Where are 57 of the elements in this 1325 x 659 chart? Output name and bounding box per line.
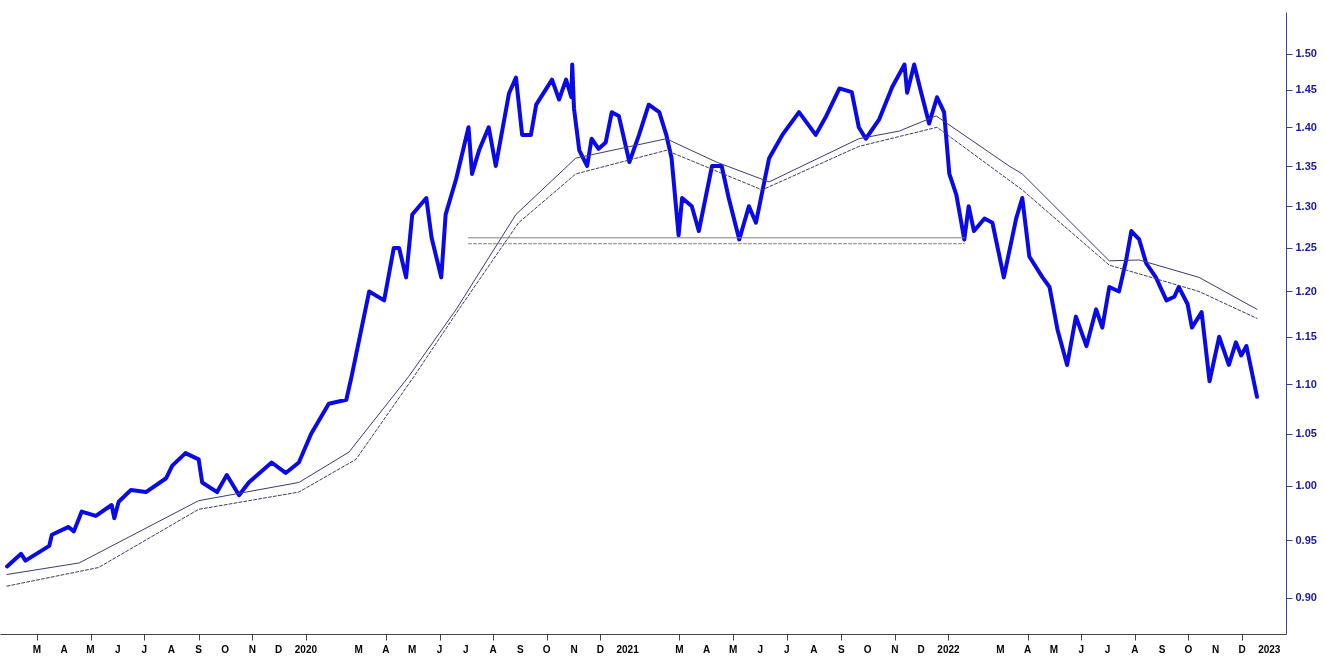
- x-tick-label: M: [86, 644, 95, 655]
- x-tick-label: J: [1104, 644, 1111, 655]
- x-tick-label: S: [517, 644, 525, 655]
- y-tick-label: 1.00: [1295, 479, 1317, 492]
- x-tick-label: D: [917, 644, 925, 655]
- x-tick-label: J: [115, 644, 121, 655]
- x-tick-label: J: [783, 644, 790, 655]
- y-tick-label: 1.50: [1295, 47, 1317, 60]
- y-tick-label: 1.05: [1295, 427, 1317, 440]
- x-tick-label: J: [463, 644, 469, 655]
- y-tick-label: 0.90: [1295, 591, 1317, 604]
- x-tick-label: A: [382, 644, 390, 655]
- x-tick-label: A: [60, 644, 68, 655]
- x-tick-label: A: [810, 644, 818, 655]
- x-tick-label: O: [542, 644, 551, 655]
- x-tick-label: S: [1158, 644, 1166, 655]
- x-tick-label: A: [1131, 644, 1139, 655]
- y-tick-label: 1.10: [1295, 377, 1317, 390]
- x-tick-label: S: [195, 644, 203, 655]
- x-tick-label: 2022: [937, 644, 961, 655]
- x-tick-label: N: [570, 644, 578, 655]
- x-tick-label: O: [863, 644, 872, 655]
- x-tick-label: M: [996, 644, 1005, 655]
- x-tick-label: J: [1078, 644, 1084, 655]
- x-tick-label: D: [275, 644, 283, 655]
- x-tick-label: A: [489, 644, 497, 655]
- x-tick-label: A: [167, 644, 176, 655]
- x-tick-label: D: [1238, 644, 1246, 655]
- x-tick-label: O: [1184, 644, 1193, 655]
- x-tick-label: M: [675, 644, 684, 655]
- y-tick-label: 1.35: [1295, 159, 1317, 172]
- x-tick-label: M: [1049, 644, 1059, 655]
- x-tick-label: M: [728, 644, 738, 655]
- x-tick-label: S: [837, 644, 845, 655]
- y-tick-label: 0.95: [1295, 533, 1317, 546]
- x-tick-label: M: [408, 644, 417, 655]
- y-tick-label: 1.45: [1295, 83, 1317, 96]
- x-tick-label: M: [32, 644, 42, 655]
- y-tick-label: 1.40: [1295, 120, 1317, 133]
- x-tick-label: A: [703, 644, 711, 655]
- x-tick-label: O: [221, 644, 230, 655]
- x-tick-label: 2023: [1258, 644, 1281, 655]
- x-tick-label: J: [436, 644, 443, 655]
- x-tick-label: N: [1212, 644, 1220, 655]
- x-tick-label: N: [891, 644, 899, 655]
- x-tick-label: J: [757, 644, 764, 655]
- y-tick-label: 1.25: [1295, 241, 1317, 254]
- x-tick-label: 2021: [616, 644, 640, 655]
- x-tick-label: J: [141, 644, 147, 655]
- y-tick-label: 1.30: [1295, 199, 1317, 212]
- x-tick-label: D: [596, 644, 604, 655]
- x-tick-label: M: [354, 644, 363, 655]
- x-tick-label: N: [248, 644, 256, 655]
- y-tick-label: 1.20: [1295, 284, 1317, 297]
- x-tick-label: A: [1023, 644, 1032, 655]
- x-tick-label: 2020: [294, 644, 318, 655]
- y-tick-label: 1.15: [1295, 330, 1317, 343]
